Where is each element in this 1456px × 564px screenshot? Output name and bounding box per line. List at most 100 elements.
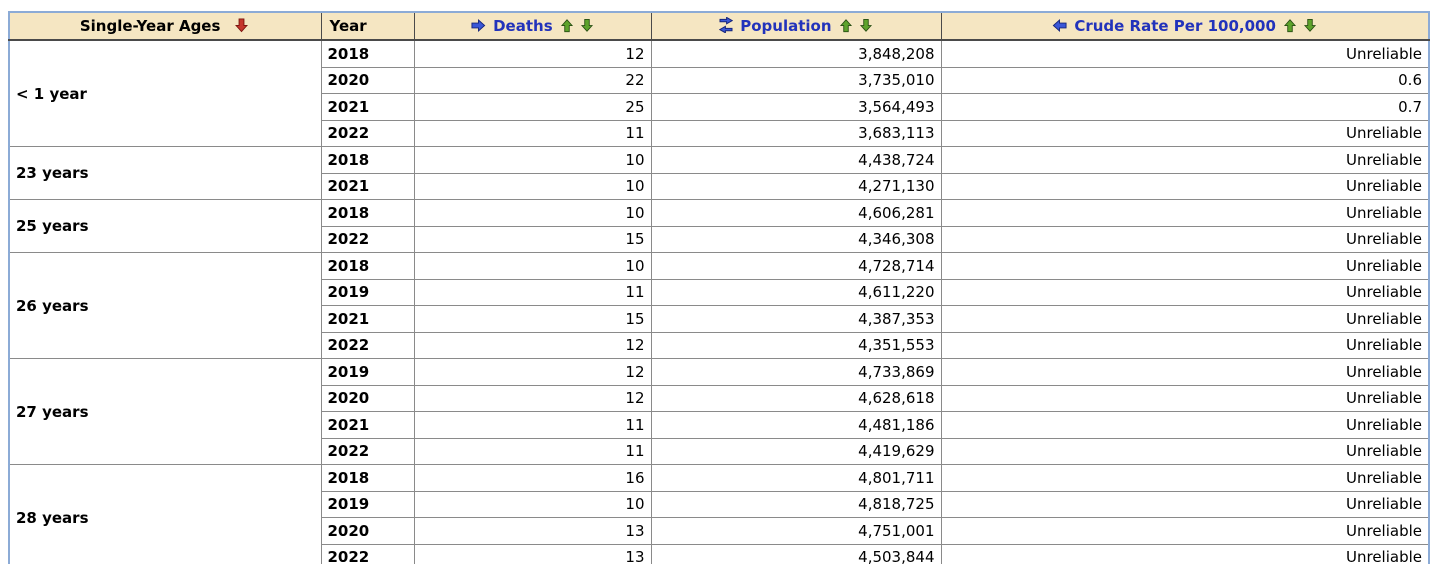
table-row: 2022 13 4,503,844 Unreliable bbox=[9, 543, 1430, 564]
population-cell: 4,728,714 bbox=[650, 252, 942, 280]
sort-descending-icon[interactable] bbox=[859, 18, 873, 33]
deaths-cell: 10 bbox=[413, 252, 652, 280]
deaths-cell: 11 bbox=[413, 411, 652, 439]
deaths-cell: 10 bbox=[413, 172, 652, 200]
population-cell: 4,419,629 bbox=[650, 437, 942, 465]
age-cell: 23 years bbox=[8, 146, 322, 200]
population-cell: 4,751,001 bbox=[650, 517, 942, 545]
year-cell: 2019 bbox=[320, 490, 415, 518]
table-row: 2019 11 4,611,220 Unreliable bbox=[9, 278, 1430, 306]
deaths-cell: 13 bbox=[413, 517, 652, 545]
deaths-cell: 11 bbox=[413, 119, 652, 147]
column-header-label[interactable]: Crude Rate Per 100,000 bbox=[1074, 17, 1276, 35]
table-row: 2022 15 4,346,308 Unreliable bbox=[9, 225, 1430, 253]
population-cell: 4,611,220 bbox=[650, 278, 942, 306]
table-row: 2022 11 3,683,113 Unreliable bbox=[9, 119, 1430, 147]
crude-rate-cell: Unreliable bbox=[940, 490, 1430, 518]
population-cell: 4,503,844 bbox=[650, 543, 942, 564]
table-row: 2019 10 4,818,725 Unreliable bbox=[9, 490, 1430, 518]
year-cell: 2022 bbox=[320, 225, 415, 253]
crude-rate-cell: Unreliable bbox=[940, 384, 1430, 412]
population-cell: 4,801,711 bbox=[650, 464, 942, 492]
crude-rate-cell: Unreliable bbox=[940, 331, 1430, 359]
column-header-year: Year bbox=[320, 11, 415, 41]
crude-rate-cell: Unreliable bbox=[940, 39, 1430, 68]
year-cell: 2022 bbox=[320, 543, 415, 564]
sort-ascending-icon[interactable] bbox=[839, 18, 853, 33]
deaths-cell: 12 bbox=[413, 384, 652, 412]
sort-descending-icon[interactable] bbox=[580, 18, 594, 33]
population-cell: 4,606,281 bbox=[650, 199, 942, 227]
table-row: 25 years 2018 10 4,606,281 Unreliable bbox=[8, 199, 1430, 253]
column-header-deaths: Deaths bbox=[413, 11, 652, 41]
red-sort-descending-icon[interactable] bbox=[234, 18, 249, 33]
population-cell: 3,848,208 bbox=[650, 39, 942, 68]
deaths-cell: 10 bbox=[413, 199, 652, 227]
table-row: 2020 22 3,735,010 0.6 bbox=[9, 66, 1430, 94]
crude-rate-cell: 0.7 bbox=[940, 93, 1430, 121]
age-cell: 27 years bbox=[8, 358, 322, 465]
population-cell: 4,481,186 bbox=[650, 411, 942, 439]
deaths-cell: 12 bbox=[413, 39, 652, 68]
column-header-population: Population bbox=[650, 11, 942, 41]
deaths-cell: 12 bbox=[413, 358, 652, 386]
deaths-cell: 11 bbox=[413, 437, 652, 465]
deaths-cell: 15 bbox=[413, 225, 652, 253]
crude-rate-cell: Unreliable bbox=[940, 437, 1430, 465]
year-cell: 2022 bbox=[320, 119, 415, 147]
column-header-label: Year bbox=[329, 17, 367, 35]
column-header-label[interactable]: Deaths bbox=[493, 17, 553, 35]
table-row: < 1 year 2018 12 3,848,208 Unreliable bbox=[8, 39, 1430, 147]
table-row: 2021 10 4,271,130 Unreliable bbox=[9, 172, 1430, 200]
year-cell: 2018 bbox=[320, 199, 415, 227]
crude-rate-cell: Unreliable bbox=[940, 199, 1430, 227]
table-body: < 1 year 2018 12 3,848,208 Unreliable 2020 22 3… bbox=[8, 39, 1430, 564]
age-cell: 28 years bbox=[8, 464, 322, 564]
population-cell: 3,735,010 bbox=[650, 66, 942, 94]
year-cell: 2018 bbox=[320, 39, 415, 68]
population-cell: 4,733,869 bbox=[650, 358, 942, 386]
age-cell: < 1 year bbox=[8, 39, 322, 147]
results-table: Single-Year Ages Year Deaths bbox=[8, 11, 1430, 564]
table-row: 2020 12 4,628,618 Unreliable bbox=[9, 384, 1430, 412]
year-cell: 2022 bbox=[320, 331, 415, 359]
year-cell: 2018 bbox=[320, 252, 415, 280]
population-cell: 3,564,493 bbox=[650, 93, 942, 121]
move-column-left-icon[interactable] bbox=[1052, 18, 1067, 33]
year-cell: 2021 bbox=[320, 93, 415, 121]
population-cell: 3,683,113 bbox=[650, 119, 942, 147]
table-row: 2021 11 4,481,186 Unreliable bbox=[9, 411, 1430, 439]
crude-rate-cell: Unreliable bbox=[940, 146, 1430, 174]
deaths-cell: 25 bbox=[413, 93, 652, 121]
year-cell: 2021 bbox=[320, 172, 415, 200]
column-header-label[interactable]: Population bbox=[740, 17, 832, 35]
year-cell: 2020 bbox=[320, 66, 415, 94]
population-cell: 4,818,725 bbox=[650, 490, 942, 518]
table-row: 2022 12 4,351,553 Unreliable bbox=[9, 331, 1430, 359]
year-cell: 2022 bbox=[320, 437, 415, 465]
crude-rate-cell: Unreliable bbox=[940, 225, 1430, 253]
deaths-cell: 15 bbox=[413, 305, 652, 333]
table-row: 2020 13 4,751,001 Unreliable bbox=[9, 517, 1430, 545]
move-column-left-right-icon[interactable] bbox=[718, 16, 734, 34]
crude-rate-cell: Unreliable bbox=[940, 543, 1430, 564]
population-cell: 4,271,130 bbox=[650, 172, 942, 200]
sort-descending-icon[interactable] bbox=[1303, 18, 1317, 33]
deaths-cell: 11 bbox=[413, 278, 652, 306]
population-cell: 4,387,353 bbox=[650, 305, 942, 333]
crude-rate-cell: Unreliable bbox=[940, 464, 1430, 492]
deaths-cell: 16 bbox=[413, 464, 652, 492]
sort-ascending-icon[interactable] bbox=[1283, 18, 1297, 33]
crude-rate-cell: Unreliable bbox=[940, 278, 1430, 306]
table-row: 26 years 2018 10 4,728,714 Unreliable bbox=[8, 252, 1430, 359]
year-cell: 2021 bbox=[320, 411, 415, 439]
age-cell: 26 years bbox=[8, 252, 322, 359]
population-cell: 4,351,553 bbox=[650, 331, 942, 359]
year-cell: 2020 bbox=[320, 384, 415, 412]
table-row: 28 years 2018 16 4,801,711 Unreliable bbox=[8, 464, 1430, 564]
crude-rate-cell: Unreliable bbox=[940, 172, 1430, 200]
column-header-single-year-ages: Single-Year Ages bbox=[8, 11, 322, 41]
sort-ascending-icon[interactable] bbox=[560, 18, 574, 33]
move-column-right-icon[interactable] bbox=[471, 18, 486, 33]
year-cell: 2019 bbox=[320, 278, 415, 306]
